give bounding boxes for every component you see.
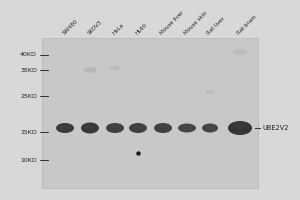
Ellipse shape bbox=[228, 121, 252, 135]
Text: 40KD: 40KD bbox=[20, 52, 37, 58]
Ellipse shape bbox=[81, 122, 99, 134]
Ellipse shape bbox=[182, 126, 192, 128]
Text: SKOV3: SKOV3 bbox=[86, 20, 103, 36]
Text: HL60: HL60 bbox=[134, 22, 148, 36]
Text: SW480: SW480 bbox=[61, 19, 79, 36]
Ellipse shape bbox=[60, 126, 70, 129]
Text: 35KD: 35KD bbox=[20, 68, 37, 72]
Bar bbox=[42, 38, 258, 188]
Ellipse shape bbox=[110, 66, 120, 71]
Ellipse shape bbox=[233, 124, 247, 129]
Text: Rat brain: Rat brain bbox=[236, 15, 258, 36]
Ellipse shape bbox=[133, 126, 143, 129]
Ellipse shape bbox=[85, 125, 95, 129]
Text: Mouse skin: Mouse skin bbox=[184, 11, 209, 36]
Ellipse shape bbox=[56, 123, 74, 133]
Ellipse shape bbox=[206, 90, 214, 95]
Text: UBE2V2: UBE2V2 bbox=[262, 125, 289, 131]
Text: 25KD: 25KD bbox=[20, 94, 37, 98]
Ellipse shape bbox=[110, 126, 120, 129]
Ellipse shape bbox=[106, 123, 124, 133]
Ellipse shape bbox=[178, 123, 196, 132]
Ellipse shape bbox=[206, 126, 214, 128]
Text: HeLa: HeLa bbox=[112, 23, 125, 36]
Ellipse shape bbox=[154, 123, 172, 133]
Text: 15KD: 15KD bbox=[20, 130, 37, 134]
Text: Mouse liver: Mouse liver bbox=[160, 10, 185, 36]
Text: Rat liver: Rat liver bbox=[206, 16, 226, 36]
Ellipse shape bbox=[202, 123, 218, 132]
Ellipse shape bbox=[158, 126, 168, 129]
Ellipse shape bbox=[233, 49, 247, 55]
Ellipse shape bbox=[129, 123, 147, 133]
Ellipse shape bbox=[83, 67, 97, 73]
Text: 10KD: 10KD bbox=[20, 158, 37, 162]
